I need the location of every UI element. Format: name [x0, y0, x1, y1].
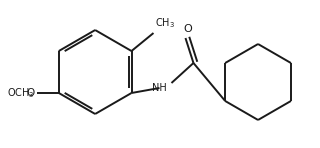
Text: O: O	[183, 24, 192, 34]
Text: OCH$_3$: OCH$_3$	[7, 86, 35, 100]
Text: NH: NH	[152, 83, 167, 93]
Text: O: O	[27, 88, 35, 98]
Text: CH$_3$: CH$_3$	[156, 16, 175, 30]
